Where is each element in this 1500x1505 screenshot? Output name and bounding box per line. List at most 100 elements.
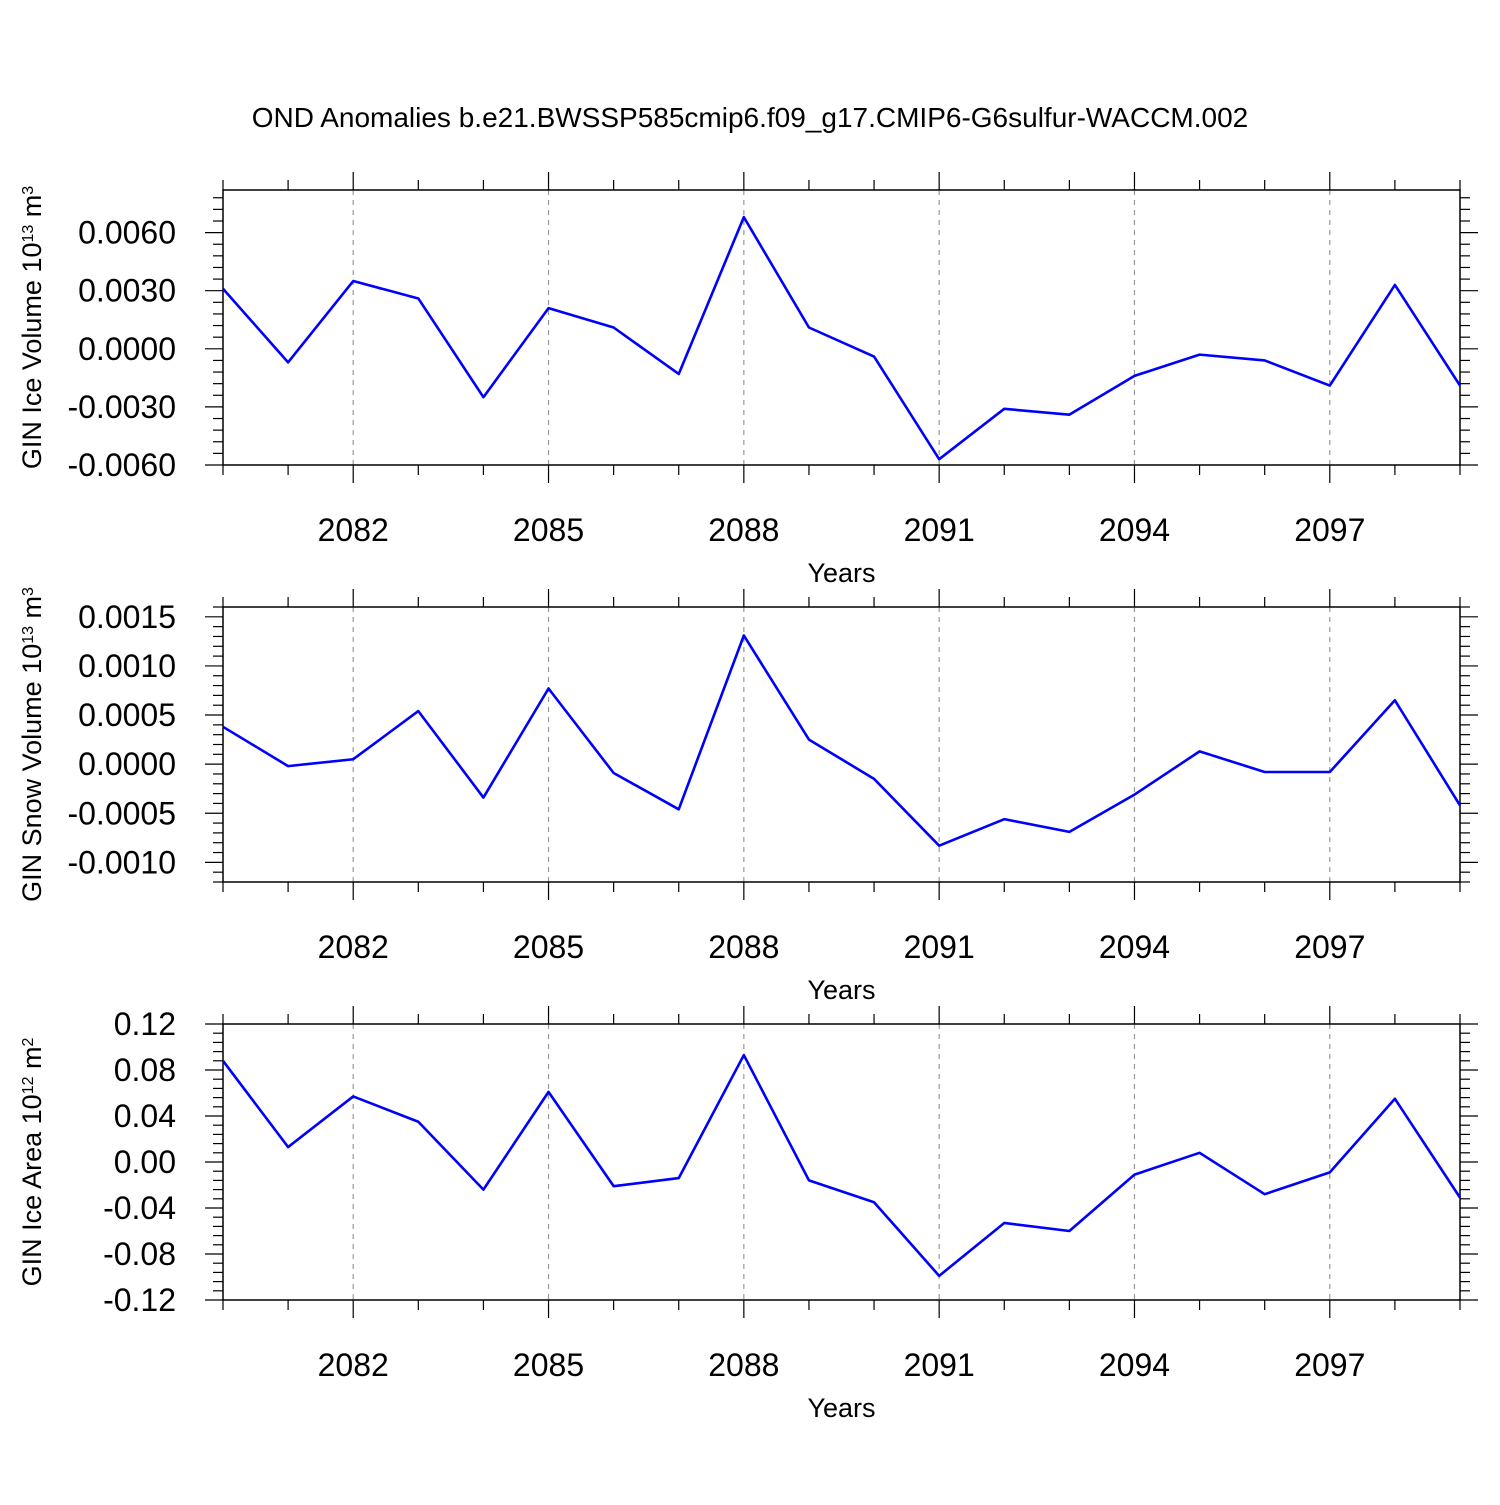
x-tick-label: 2094 [1099,929,1170,965]
series-line [222,634,1462,847]
series-line [222,215,1462,461]
y-axis-label: GIN Ice Area 1012 m2 [17,1038,47,1287]
data-point [612,326,614,328]
x-tick-label: 2091 [904,512,975,548]
data-point [222,288,224,290]
data-point [1329,384,1331,386]
data-point [1459,804,1461,806]
data-point [352,280,354,282]
data-point [1198,353,1200,355]
data-point [612,1185,614,1187]
y-tick-label: 0.08 [114,1052,176,1088]
x-tick-label: 2088 [708,512,779,548]
data-point [222,1060,224,1062]
data-point [482,796,484,798]
chart-panel-1: -0.0060 -0.0030 0.0000 0.0030 0.0060 2082 2085… [17,172,1478,588]
y-tick-label: -0.0005 [67,795,176,831]
data-point [678,373,680,375]
x-tick-label: 2094 [1099,1347,1170,1383]
y-tick-label: 0.0000 [78,331,176,367]
data-point [547,307,549,309]
data-point [417,1121,419,1123]
data-point [547,687,549,689]
data-point [1459,384,1461,386]
y-tick-label: -0.04 [103,1190,176,1226]
data-point [612,772,614,774]
data-point [1133,375,1135,377]
data-point [1263,1193,1265,1195]
data-point [1459,1196,1461,1198]
y-axis-label: GIN Snow Volume 1013 m3 [17,587,47,902]
data-point [873,1201,875,1203]
data-point [352,1095,354,1097]
y-tick-label: 0.0015 [78,599,176,635]
chart-title: OND Anomalies b.e21.BWSSP585cmip6.f09_g1… [252,102,1249,133]
y-tick-label: 0.0000 [78,746,176,782]
data-point [1394,284,1396,286]
data-point [1394,699,1396,701]
x-tick-label: 2097 [1294,512,1365,548]
data-point [1329,771,1331,773]
data-point [873,778,875,780]
data-point [222,726,224,728]
data-point [352,758,354,760]
x-tick-label: 2082 [318,929,389,965]
y-tick-label: -0.08 [103,1236,176,1272]
data-point [938,844,940,846]
data-point [808,1179,810,1181]
y-tick-label: 0.12 [114,1006,176,1042]
x-tick-label: 2088 [708,1347,779,1383]
data-point [938,458,940,460]
data-point [1133,793,1135,795]
data-point [678,808,680,810]
y-tick-label: -0.0010 [67,844,176,880]
plot-frame [222,606,1461,883]
data-point [1003,818,1005,820]
data-point [873,355,875,357]
x-tick-label: 2094 [1099,512,1170,548]
data-point [417,710,419,712]
data-point [743,216,745,218]
data-point [1068,1230,1070,1232]
plot-frame [222,189,1461,466]
data-point [1003,1222,1005,1224]
series-line [221,1053,1462,1278]
x-tick-label: 2082 [318,1347,389,1383]
y-tick-label: 0.0060 [78,215,176,251]
x-tick-label: 2097 [1294,929,1365,965]
x-tick-label: 2085 [513,512,584,548]
data-point [1068,831,1070,833]
data-point [1263,771,1265,773]
y-tick-label: 0.04 [114,1098,176,1134]
x-axis-label: Years [807,975,875,1005]
data-point [1263,359,1265,361]
y-tick-label: -0.0030 [67,389,176,425]
y-tick-label: -0.0060 [67,447,176,483]
x-tick-label: 2085 [513,929,584,965]
x-tick-label: 2082 [318,512,389,548]
x-axis-label: Years [807,558,875,588]
y-tick-label: 0.00 [114,1144,176,1180]
data-point [417,297,419,299]
chart-panel-2: -0.0010 -0.0005 0.0000 0.0005 0.0010 0.0015 20… [17,587,1478,1005]
data-point [1198,750,1200,752]
data-point [1394,1098,1396,1100]
y-tick-label: 0.0005 [78,697,176,733]
data-point [808,326,810,328]
data-point [1068,413,1070,415]
data-point [678,1177,680,1179]
data-point [1003,408,1005,410]
data-point [1198,1152,1200,1154]
y-tick-label: 0.0010 [78,648,176,684]
y-tick-label: 0.0030 [78,273,176,309]
data-point [287,1146,289,1148]
data-point [1133,1173,1135,1175]
plot-frame [222,1023,1461,1301]
y-axis-label: GIN Ice Volume 1013 m3 [17,186,47,469]
x-tick-label: 2085 [513,1347,584,1383]
data-point [547,1091,549,1093]
x-tick-label: 2097 [1294,1347,1365,1383]
data-point [287,361,289,363]
